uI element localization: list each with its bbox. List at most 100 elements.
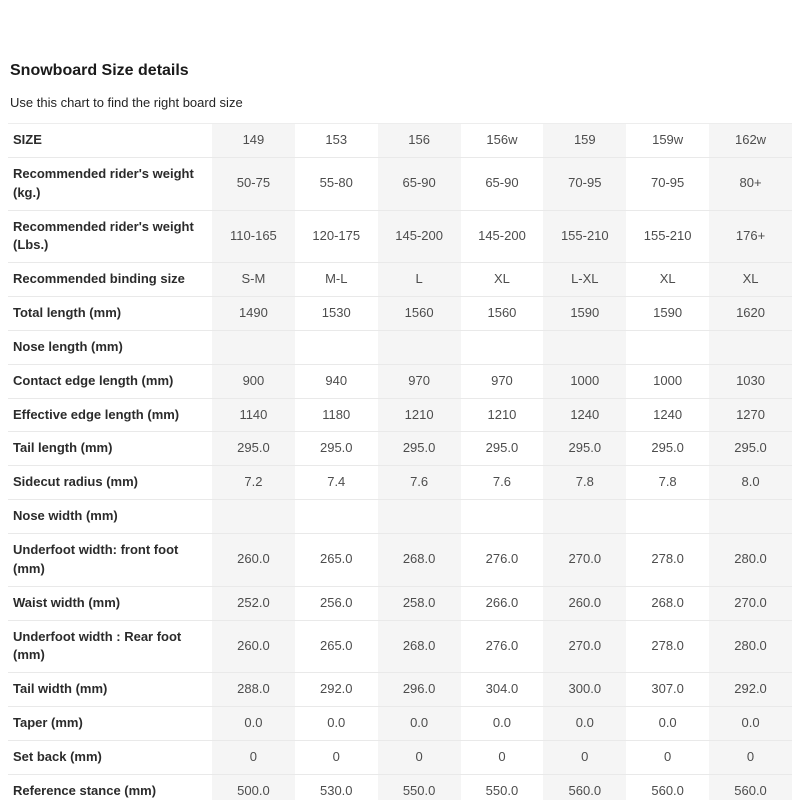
row-label: Tail width (mm): [13, 681, 108, 697]
cell: [543, 330, 627, 365]
size-chart-table: SIZE 149 153 156 156w 159 159w 162w Recommende…: [8, 123, 792, 800]
row-label: Taper (mm): [13, 715, 83, 731]
row-label: Total length (mm): [13, 305, 122, 321]
row-label: Tail length (mm): [13, 440, 113, 456]
cell: 1530: [321, 305, 351, 321]
cell: M-L: [325, 271, 348, 287]
cell: XL: [709, 262, 792, 297]
cell: 900: [212, 364, 295, 399]
column-header-153: 153: [325, 132, 348, 147]
cell: 266.0: [485, 594, 519, 610]
cell: 1030: [709, 364, 792, 399]
cell: 1140: [212, 398, 295, 432]
cell: 176+: [709, 210, 792, 263]
row-label: Waist width (mm): [13, 594, 121, 610]
cell: 0: [498, 748, 506, 764]
column-header-156: 156: [377, 123, 461, 158]
cell: [295, 500, 378, 534]
cell: 0: [664, 748, 672, 764]
row-label: Nose length (mm): [13, 338, 123, 354]
cell: 7.4: [327, 474, 346, 490]
cell: [377, 330, 461, 365]
table-row: Tail width (mm) 288.0 292.0 296.0 304.0 300.0…: [8, 672, 792, 707]
cell: 560.0: [543, 774, 627, 800]
cell: 0: [709, 740, 792, 775]
cell: 276.0: [485, 551, 519, 567]
cell: 270.0: [543, 533, 627, 587]
cell: 560.0: [651, 782, 684, 798]
cell: 7.2: [212, 465, 295, 500]
cell: 252.0: [212, 586, 295, 620]
cell: 1240: [653, 406, 683, 422]
cell: 1210: [377, 398, 461, 432]
cell: 0.0: [709, 706, 792, 741]
cell: 295.0: [543, 431, 627, 466]
cell: 0: [212, 740, 295, 775]
cell: 268.0: [651, 594, 684, 610]
cell: 295.0: [709, 431, 792, 466]
size-chart-body: Recommended rider's weight (kg.) 50-75 55-…: [8, 157, 792, 800]
cell: 1210: [487, 406, 517, 422]
cell: 265.0: [319, 637, 353, 653]
table-row: Total length (mm) 1490 1530 1560 1560 1590 159…: [8, 296, 792, 331]
cell: 268.0: [377, 533, 461, 587]
cell: 256.0: [319, 594, 353, 610]
table-row: Nose length (mm): [8, 330, 792, 365]
cell: 296.0: [377, 672, 461, 707]
cell: 1000: [543, 364, 627, 399]
table-row: Contact edge length (mm) 900 940 970 970 1000…: [8, 364, 792, 399]
cell: [626, 500, 709, 534]
table-row: Taper (mm) 0.0 0.0 0.0 0.0 0.0 0.0 0.0: [8, 706, 792, 741]
cell: 65-90: [485, 175, 519, 191]
cell: 270.0: [709, 586, 792, 620]
cell: 276.0: [485, 637, 519, 653]
table-row: Underfoot width: front foot (mm) 260.0 265…: [8, 533, 792, 587]
table-row: Nose width (mm): [8, 499, 792, 534]
cell: 500.0: [212, 774, 295, 800]
cell: [461, 500, 544, 534]
cell: 970: [491, 372, 513, 388]
cell: 7.6: [377, 465, 461, 500]
row-label: Nose width (mm): [13, 508, 118, 524]
cell: 120-175: [312, 227, 361, 243]
cell: [295, 330, 378, 364]
cell: 1270: [709, 398, 792, 432]
cell: [543, 499, 627, 534]
table-row: Tail length (mm) 295.0 295.0 295.0 295.0 295.…: [8, 431, 792, 466]
cell: 7.6: [492, 474, 511, 490]
cell: 295.0: [319, 440, 353, 456]
table-row: Recommended rider's weight (kg.) 50-75 55-…: [8, 157, 792, 211]
cell: 292.0: [319, 681, 353, 697]
cell: 268.0: [377, 620, 461, 673]
cell: 55-80: [319, 175, 353, 191]
table-row: Recommended binding size S-M M-L L XL L-XL XL X…: [8, 262, 792, 297]
table-row: Waist width (mm) 252.0 256.0 258.0 266.0 260.…: [8, 586, 792, 620]
cell: 1620: [709, 296, 792, 331]
row-label: Underfoot width: front foot (mm): [13, 541, 179, 576]
header-size-label: SIZE: [13, 132, 42, 147]
table-row: Sidecut radius (mm) 7.2 7.4 7.6 7.6 7.8 7.8 8.0: [8, 465, 792, 500]
column-header-149: 149: [212, 123, 295, 158]
cell: 65-90: [377, 157, 461, 211]
row-label: Set back (mm): [13, 748, 102, 764]
cell: [461, 330, 544, 364]
cell: 1240: [543, 398, 627, 432]
cell: 1490: [212, 296, 295, 331]
column-header-159: 159: [543, 123, 627, 158]
row-label: Sidecut radius (mm): [13, 474, 138, 490]
row-label: Recommended rider's weight (Lbs.): [13, 218, 194, 253]
cell: 260.0: [212, 533, 295, 587]
cell: 307.0: [651, 681, 684, 697]
cell: 300.0: [543, 672, 627, 707]
row-label: Effective edge length (mm): [13, 406, 180, 422]
column-header-159w: 159w: [652, 132, 684, 147]
column-header-162w: 162w: [709, 123, 792, 158]
cell: 0.0: [492, 715, 511, 731]
cell: 560.0: [709, 774, 792, 800]
cell: XL: [659, 271, 676, 287]
cell: 265.0: [319, 551, 353, 567]
cell: [377, 499, 461, 534]
cell: 270.0: [543, 620, 627, 673]
cell: 155-210: [643, 227, 692, 243]
cell: 295.0: [651, 440, 684, 456]
